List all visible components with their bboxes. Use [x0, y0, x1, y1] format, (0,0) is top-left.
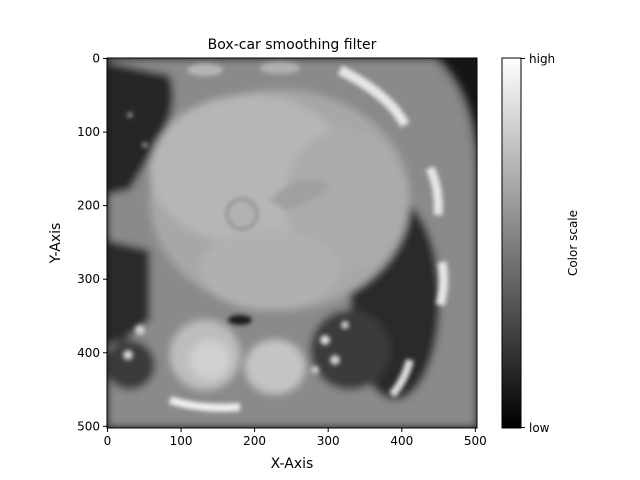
y-tick: 300 [77, 272, 107, 286]
x-tick: 100 [170, 428, 193, 448]
svg-text:500: 500 [77, 419, 100, 433]
svg-text:400: 400 [390, 434, 413, 448]
y-axis: 0 100 200 300 400 500 [77, 52, 107, 433]
y-tick: 400 [77, 346, 107, 360]
ct-image [107, 58, 477, 428]
svg-text:100: 100 [77, 125, 100, 139]
colorbar-high-label: high [529, 52, 555, 66]
colorbar-gradient [501, 57, 522, 429]
chart-title: Box-car smoothing filter [208, 37, 377, 53]
x-tick: 300 [317, 428, 340, 448]
svg-text:100: 100 [170, 434, 193, 448]
svg-text:0: 0 [104, 434, 112, 448]
svg-text:500: 500 [464, 434, 487, 448]
x-axis-label: X-Axis [271, 456, 314, 472]
colorbar-low-label: low [529, 421, 550, 435]
colorbar-label: Color scale [566, 210, 580, 276]
x-tick: 400 [390, 428, 413, 448]
svg-text:0: 0 [92, 52, 100, 66]
y-tick: 0 [92, 52, 107, 66]
x-tick: 200 [243, 428, 266, 448]
y-axis-label: Y-Axis [48, 223, 64, 265]
colorbar: high low Color scale [501, 52, 580, 435]
svg-text:200: 200 [77, 199, 100, 213]
x-tick: 500 [464, 428, 487, 448]
y-tick: 200 [77, 199, 107, 213]
x-tick: 0 [104, 428, 112, 448]
y-tick: 100 [77, 125, 107, 139]
svg-text:300: 300 [317, 434, 340, 448]
x-axis: 0 100 200 300 400 500 [104, 428, 487, 448]
svg-text:200: 200 [243, 434, 266, 448]
svg-text:400: 400 [77, 346, 100, 360]
y-tick: 500 [77, 419, 107, 433]
svg-text:300: 300 [77, 272, 100, 286]
image-frame [106, 57, 478, 429]
